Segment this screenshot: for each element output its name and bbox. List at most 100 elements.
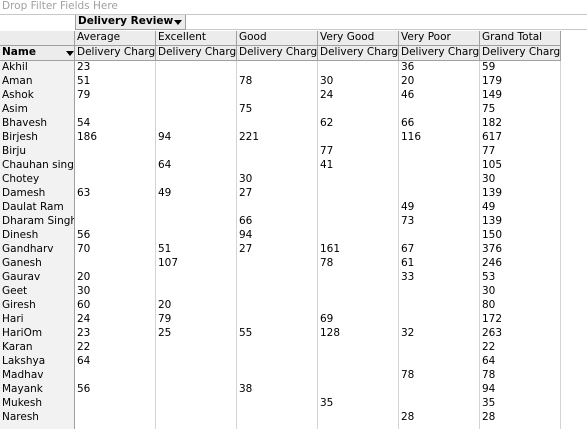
value-cell: 22 [480,341,561,356]
value-cell [399,383,480,398]
column-header[interactable]: Very Poor [399,31,480,46]
value-cell: 24 [318,89,399,104]
row-label: Gandharv [0,243,75,258]
value-cell: 30 [237,173,318,188]
value-cell: 49 [399,201,480,216]
value-cell: 79 [75,89,156,104]
value-cell [75,397,156,412]
value-cell: 27 [237,187,318,202]
value-cell: 94 [156,131,237,146]
row-label: Giresh [0,299,75,314]
row-label: Lakshya [0,355,75,370]
value-cell [318,383,399,398]
dropdown-arrow[interactable] [66,51,74,56]
row-label: Ashok [0,89,75,104]
row-label: Madhav [0,369,75,384]
value-cell [156,341,237,356]
value-cell [156,173,237,188]
column-header[interactable]: Average [75,31,156,46]
value-cell: 221 [237,131,318,146]
value-cell [318,355,399,370]
dropdown-arrow[interactable] [174,20,182,25]
value-cell [318,271,399,286]
value-cell: 64 [156,159,237,174]
value-cell: 20 [75,271,156,286]
column-header[interactable]: Grand Total [480,31,561,46]
value-cell: 70 [75,243,156,258]
value-cell [237,89,318,104]
value-cell: 78 [318,257,399,272]
value-cell: 30 [480,285,561,300]
value-cell: 78 [237,75,318,90]
value-cell [399,397,480,412]
value-cell: 64 [75,355,156,370]
value-cell [237,341,318,356]
value-cell [75,201,156,216]
value-cell: 617 [480,131,561,146]
value-cell [318,61,399,76]
value-cell: 30 [318,75,399,90]
value-cell: 105 [480,159,561,174]
column-header[interactable]: Excellent [156,31,237,46]
value-cell: 182 [480,117,561,132]
value-cell [156,117,237,132]
value-cell: 66 [237,215,318,230]
value-cell: 80 [480,299,561,314]
value-cell: 33 [399,271,480,286]
value-cell [318,173,399,188]
value-cell [399,103,480,118]
value-cell [156,355,237,370]
row-label: Naresh [0,411,75,426]
value-cell: 69 [318,313,399,328]
value-cell: 246 [480,257,561,272]
value-cell [399,159,480,174]
row-label: Dharam Singh [0,215,75,230]
value-cell: 63 [75,187,156,202]
value-cell: 49 [480,201,561,216]
value-cell: 23 [75,61,156,76]
value-cell: 67 [399,243,480,258]
value-cell [237,159,318,174]
column-header[interactable]: Good [237,31,318,46]
value-cell: 94 [480,383,561,398]
row-label: Geet [0,285,75,300]
row-label: Aman [0,75,75,90]
value-cell [237,369,318,384]
value-cell [399,313,480,328]
value-cell [237,61,318,76]
value-cell: 54 [75,117,156,132]
row-label: Chauhan singh [0,159,75,174]
row-label: Damesh [0,187,75,202]
value-cell [318,201,399,216]
row-label: Mayank [0,383,75,398]
column-field-button[interactable]: Delivery Review [75,15,186,30]
value-cell: 30 [480,173,561,188]
value-cell [237,299,318,314]
header-spacer [186,15,587,30]
row-field-button[interactable]: Name [0,46,75,61]
row-label: Birjesh [0,131,75,146]
value-cell: 179 [480,75,561,90]
measure-header: Delivery Charge [156,46,237,61]
value-cell [399,355,480,370]
row-label: Bhavesh [0,117,75,132]
row-label: Gaurav [0,271,75,286]
value-cell [156,383,237,398]
row-label: Dinesh [0,229,75,244]
value-cell [237,257,318,272]
value-cell [75,215,156,230]
value-cell [237,285,318,300]
value-cell [75,411,156,426]
value-cell [156,369,237,384]
value-cell: 128 [318,327,399,342]
filter-drop-zone[interactable]: Drop Filter Fields Here [0,0,587,15]
row-label-overflow [0,425,75,429]
value-cell: 66 [399,117,480,132]
value-cell [237,117,318,132]
value-cell: 79 [156,313,237,328]
column-header[interactable]: Very Good [318,31,399,46]
value-cell: 59 [480,61,561,76]
value-cell [237,201,318,216]
value-cell [75,145,156,160]
